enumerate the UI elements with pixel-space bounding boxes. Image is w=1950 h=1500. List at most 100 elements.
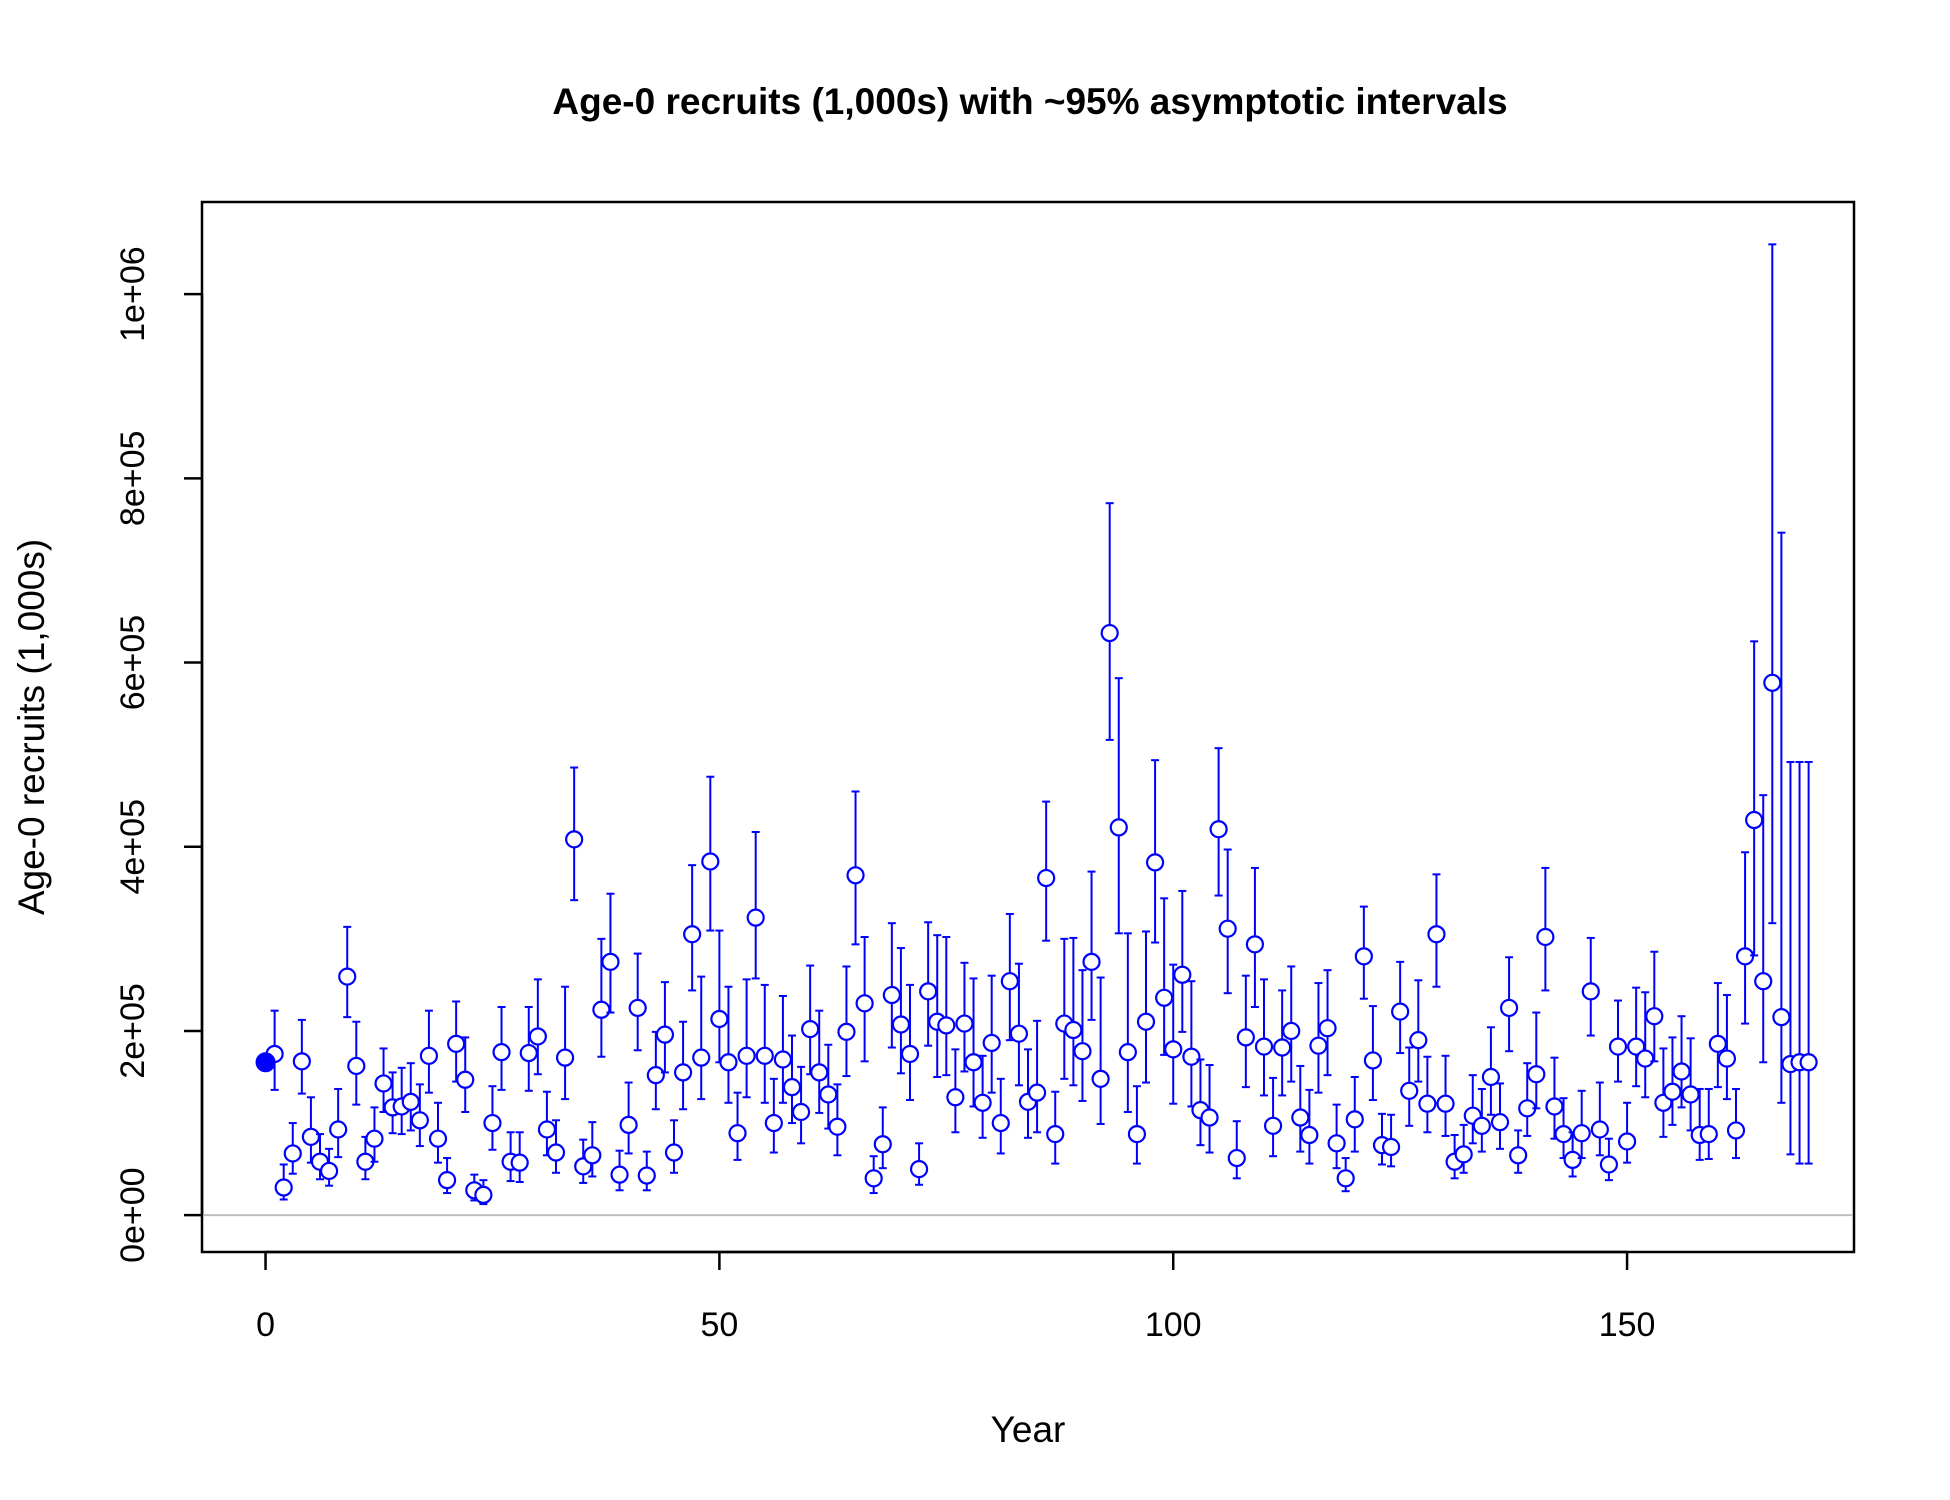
point-marker xyxy=(1481,1067,1501,1087)
data-point xyxy=(1282,965,1301,1083)
data-point xyxy=(338,925,357,1019)
point-marker xyxy=(746,908,765,927)
point-marker xyxy=(683,925,702,944)
point-marker xyxy=(864,1169,883,1188)
point-marker xyxy=(1073,1042,1092,1061)
point-marker xyxy=(546,1143,566,1162)
data-point xyxy=(710,929,729,1064)
data-point xyxy=(937,936,956,1077)
data-point xyxy=(1572,1089,1591,1160)
point-marker xyxy=(1291,1108,1310,1127)
data-point xyxy=(1145,759,1165,944)
point-marker xyxy=(519,1043,538,1063)
data-point xyxy=(1227,1120,1246,1180)
data-point xyxy=(719,985,738,1104)
data-point xyxy=(1754,794,1773,1064)
point-marker xyxy=(1726,1121,1746,1140)
data-point xyxy=(873,1106,892,1170)
point-marker xyxy=(1391,1002,1410,1021)
point-marker xyxy=(964,1053,983,1072)
point-marker xyxy=(791,1102,811,1122)
point-marker xyxy=(1645,1007,1664,1026)
point-marker xyxy=(937,1016,956,1035)
data-point xyxy=(537,1090,557,1157)
data-point xyxy=(1763,243,1782,925)
data-point xyxy=(1608,999,1628,1083)
point-marker xyxy=(655,1025,675,1044)
data-point xyxy=(1409,979,1428,1083)
point-marker xyxy=(1145,853,1165,872)
data-point xyxy=(555,985,575,1101)
data-point xyxy=(855,936,874,1063)
data-point xyxy=(437,1157,457,1195)
point-marker xyxy=(319,1161,339,1181)
data-point xyxy=(447,1000,466,1083)
y-tick-label: 6e+05 xyxy=(114,615,152,711)
point-marker xyxy=(329,1120,348,1139)
data-point xyxy=(1345,1076,1364,1153)
point-marker xyxy=(1608,1037,1628,1056)
point-marker xyxy=(592,1000,611,1019)
data-point xyxy=(265,1009,284,1091)
point-marker xyxy=(1400,1081,1419,1100)
point-marker xyxy=(1617,1132,1637,1151)
data-point xyxy=(1082,870,1101,1021)
point-marker xyxy=(1663,1082,1682,1101)
data-point xyxy=(1554,1097,1573,1160)
data-point xyxy=(909,1142,929,1186)
data-point xyxy=(1581,936,1600,1037)
data-point xyxy=(646,1030,665,1111)
point-marker xyxy=(1037,868,1056,888)
data-point xyxy=(1318,969,1337,1077)
data-point xyxy=(1717,994,1737,1101)
data-point xyxy=(628,952,647,1052)
point-marker xyxy=(1245,935,1265,954)
data-point xyxy=(1726,1087,1746,1160)
data-point xyxy=(637,1150,656,1192)
data-point xyxy=(982,974,1001,1094)
point-marker xyxy=(283,1144,302,1163)
data-point xyxy=(1354,905,1373,1000)
data-point xyxy=(882,922,901,1049)
data-point xyxy=(1627,986,1646,1088)
data-point xyxy=(283,1122,302,1175)
point-marker xyxy=(601,952,620,971)
data-point xyxy=(528,978,547,1076)
point-marker xyxy=(1318,1019,1337,1038)
point-marker xyxy=(1763,673,1782,692)
point-marker xyxy=(1699,1125,1718,1144)
data-point xyxy=(1336,1157,1355,1193)
point-marker xyxy=(1717,1049,1737,1068)
point-marker xyxy=(692,1048,711,1067)
data-point xyxy=(1291,1064,1310,1153)
data-point xyxy=(1263,1076,1283,1158)
point-marker xyxy=(1472,1116,1491,1135)
y-tick-label: 2e+05 xyxy=(114,983,152,1079)
point-marker xyxy=(1182,1047,1201,1066)
data-point xyxy=(1182,980,1201,1108)
data-point xyxy=(683,864,702,992)
data-point xyxy=(846,790,865,946)
point-marker xyxy=(737,1046,756,1065)
data-point xyxy=(1735,851,1755,1025)
data-point xyxy=(791,1065,811,1145)
point-marker xyxy=(338,967,357,986)
point-marker xyxy=(274,1178,293,1197)
data-point xyxy=(955,961,974,1073)
data-point xyxy=(1663,1036,1682,1126)
point-marker xyxy=(919,982,938,1001)
data-point xyxy=(1064,936,1083,1087)
point-marker xyxy=(1672,1062,1691,1081)
point-marker xyxy=(673,1063,693,1082)
data-point xyxy=(1790,761,1809,1165)
data-point xyxy=(692,975,711,1101)
point-marker xyxy=(955,1014,974,1033)
point-marker xyxy=(646,1066,665,1085)
data-point xyxy=(1309,982,1328,1094)
point-marker xyxy=(1636,1049,1655,1068)
point-marker xyxy=(365,1129,384,1148)
data-point xyxy=(746,831,765,980)
point-marker xyxy=(1545,1097,1564,1116)
data-point xyxy=(964,977,983,1108)
data-point xyxy=(1118,932,1137,1113)
